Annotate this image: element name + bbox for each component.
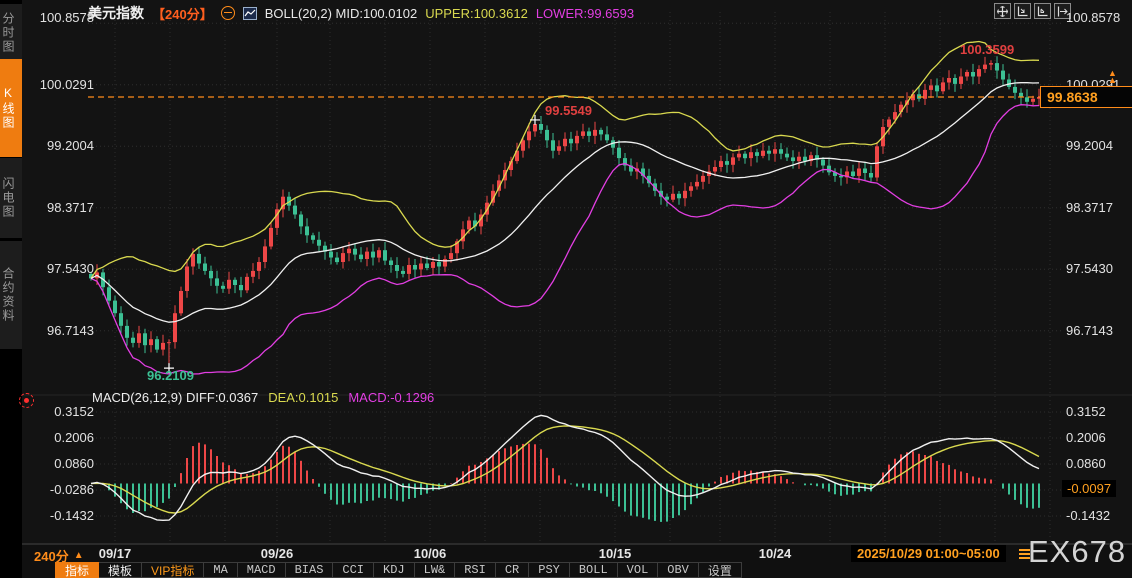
macd-axis-label: 0.3152 — [1066, 404, 1106, 419]
collapse-icon[interactable] — [220, 6, 235, 20]
toolbar-item-templates[interactable]: 模板 — [99, 562, 143, 578]
macd-formula: MACD(26,12,9) DIFF:0.0367 — [92, 390, 259, 405]
price-axis-label: 98.3717 — [1066, 200, 1113, 215]
price-axis-label: 99.2004 — [1066, 138, 1113, 153]
swing-high-annotation: 99.5549 — [545, 103, 592, 118]
interval-badge[interactable]: 【240分】 — [152, 6, 213, 22]
toolbar-item-ma[interactable]: MA — [204, 562, 238, 578]
toolbar-item-psy[interactable]: PSY — [529, 562, 570, 578]
toolbar-item-lwr[interactable]: LW& — [414, 562, 456, 578]
macd-header: MACD(26,12,9) DIFF:0.0367 DEA:0.1015 MAC… — [92, 390, 434, 405]
toolbar-item-indicators[interactable]: 指标 — [55, 562, 100, 578]
top-right-toolbar — [994, 3, 1071, 19]
macd-axis-label: 0.2006 — [54, 430, 94, 445]
boll-lower-value: LOWER:99.6593 — [535, 5, 635, 21]
macd-diff-value: DIFF:0.0367 — [185, 390, 259, 405]
current-candle-time: 2025/10/29 01:00~05:00 — [851, 545, 1006, 562]
toolbar-item-boll[interactable]: BOLL — [569, 562, 618, 578]
macd-histogram-value: MACD:-0.1296 — [348, 390, 435, 405]
toolbar-item-obv[interactable]: OBV — [658, 562, 699, 578]
sidebar-item-contract-info[interactable]: 合约资料 — [0, 241, 22, 349]
toolbar-item-settings[interactable]: 设置 — [698, 562, 742, 578]
boll-mid-value: MID:100.0102 — [335, 5, 418, 21]
toolbar-item-kdj[interactable]: KDJ — [374, 562, 415, 578]
price-axis-label: 100.8578 — [39, 10, 94, 25]
chart-type-icon[interactable] — [242, 6, 257, 20]
pan-right-icon-button[interactable] — [1054, 3, 1071, 19]
macd-dea-value: DEA:0.1015 — [268, 390, 339, 405]
price-axis-label: 97.5430 — [47, 261, 94, 276]
toolbar-item-vip-indicators[interactable]: VIP指标 — [142, 562, 205, 578]
macd-axis-label: -0.1432 — [1066, 508, 1111, 523]
menu-icon[interactable] — [1019, 549, 1030, 551]
price-axis-label: 96.7143 — [47, 323, 94, 338]
price-axis-label: 100.0291 — [39, 77, 94, 92]
sidebar-item-time-chart[interactable]: 分时图 — [0, 4, 22, 62]
macd-axis-label: 0.0860 — [1066, 456, 1106, 471]
interval-arrow-icon: ▲ — [73, 550, 84, 561]
macd-axis-label: -0.0286 — [49, 482, 94, 497]
axis-zoom-left-icon-button[interactable] — [1014, 3, 1031, 19]
date-label: 09/17 — [98, 546, 132, 561]
sidebar-item-flash-chart[interactable]: 闪电图 — [0, 158, 22, 238]
boll-settings-label: BOLL(20,2) MID:100.0102 — [264, 5, 418, 21]
axis-zoom-right-icon-button[interactable] — [1034, 3, 1051, 19]
toolbar-item-macd[interactable]: MACD — [237, 562, 286, 578]
date-label: 10/06 — [413, 546, 447, 561]
price-marker-arrows-icon: ▲ ▲ — [1108, 68, 1117, 85]
price-axis-label: 99.2004 — [47, 138, 94, 153]
date-label: 10/24 — [758, 546, 792, 561]
toolbar-item-vol[interactable]: VOL — [617, 562, 659, 578]
current-price-marker: 99.8638 — [1040, 86, 1132, 108]
chart-header: 美元指数 【240分】 BOLL(20,2) MID:100.0102 UPPE… — [88, 3, 634, 23]
high-annotation: 100.3599 — [960, 42, 1015, 57]
bottom-toolbar: 指标 模板 VIP指标 MA MACD BIAS CCI KDJ LW& RSI… — [22, 562, 1132, 578]
price-axis-label: 98.3717 — [47, 200, 94, 215]
boll-upper-value: UPPER:100.3612 — [425, 5, 528, 21]
alert-dot-icon[interactable] — [19, 393, 34, 408]
date-label: 10/15 — [598, 546, 632, 561]
toolbar-item-cr[interactable]: CR — [495, 562, 530, 578]
toolbar-item-bias[interactable]: BIAS — [285, 562, 334, 578]
left-sidebar: 分时图 K线图 闪电图 合约资料 — [0, 0, 22, 578]
macd-axis-label: 0.0860 — [54, 456, 94, 471]
macd-axis-label: 0.2006 — [1066, 430, 1106, 445]
price-axis-label: 100.8578 — [1066, 10, 1121, 25]
interval-selector[interactable]: 240分 ▲ — [34, 549, 84, 564]
low-annotation: 96.2109 — [147, 368, 194, 383]
move-crosshair-icon-button[interactable] — [994, 3, 1011, 19]
price-axis-label: 96.7143 — [1066, 323, 1113, 338]
date-label: 09/26 — [260, 546, 294, 561]
macd-axis-label: 0.3152 — [54, 404, 94, 419]
symbol-title: 美元指数 — [88, 5, 144, 21]
sidebar-item-kline-chart[interactable]: K线图 — [0, 59, 22, 157]
macd-axis-label: -0.1432 — [49, 508, 94, 523]
macd-current-value-badge: -0.0097 — [1062, 480, 1117, 497]
toolbar-item-rsi[interactable]: RSI — [455, 562, 496, 578]
price-axis-label: 97.5430 — [1066, 261, 1113, 276]
toolbar-item-cci[interactable]: CCI — [333, 562, 375, 578]
